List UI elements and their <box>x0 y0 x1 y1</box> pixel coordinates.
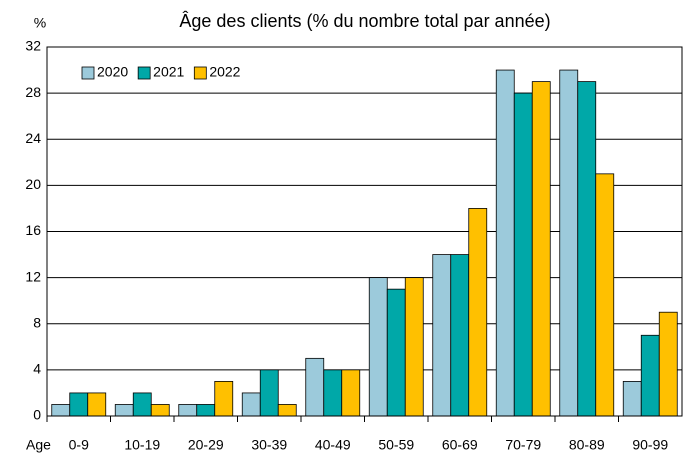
y-tick-label: 24 <box>25 130 41 146</box>
bar <box>305 357 325 417</box>
bar <box>69 392 89 417</box>
legend-label: 2022 <box>209 64 240 80</box>
bar <box>559 69 579 417</box>
bar <box>341 369 361 417</box>
bar <box>196 404 216 417</box>
bar <box>450 254 470 417</box>
x-tick-label: 20-29 <box>188 437 224 453</box>
bar <box>259 369 279 417</box>
bar <box>214 381 234 417</box>
y-tick-label: 20 <box>25 176 41 192</box>
chart-title: Âge des clients (% du nombre total par a… <box>179 11 550 31</box>
legend-swatch <box>193 66 207 80</box>
bar <box>577 81 597 417</box>
y-axis-label: % <box>34 15 46 31</box>
y-tick-label: 16 <box>25 222 41 238</box>
bar <box>386 288 406 417</box>
y-tick-label: 32 <box>25 38 41 54</box>
bar <box>531 81 551 417</box>
bar <box>178 404 198 417</box>
x-tick-label: 80-89 <box>569 437 605 453</box>
y-tick-label: 8 <box>33 314 41 330</box>
x-axis-label: Age <box>26 437 51 453</box>
bar <box>241 392 261 417</box>
x-tick-label: 10-19 <box>124 437 160 453</box>
bar <box>595 173 615 417</box>
bar <box>622 381 642 417</box>
y-tick-label: 12 <box>25 268 41 284</box>
bar <box>51 404 71 417</box>
bar <box>404 277 424 417</box>
bar <box>368 277 388 417</box>
bar <box>658 311 678 417</box>
x-tick-label: 60-69 <box>442 437 478 453</box>
bar <box>87 392 107 417</box>
x-tick-label: 30-39 <box>251 437 287 453</box>
bar <box>432 254 452 417</box>
plot-border <box>46 46 683 417</box>
bar <box>114 404 134 417</box>
legend-swatch <box>137 66 151 80</box>
bar <box>640 334 660 417</box>
y-tick-label: 4 <box>33 361 41 377</box>
bar <box>495 69 515 417</box>
x-tick-label: 50-59 <box>378 437 414 453</box>
x-tick-label: 0-9 <box>69 437 89 453</box>
bar <box>323 369 343 417</box>
legend-swatch <box>81 66 95 80</box>
y-tick-label: 28 <box>25 84 41 100</box>
x-tick-label: 90-99 <box>632 437 668 453</box>
x-tick-label: 40-49 <box>315 437 351 453</box>
bar <box>132 392 152 417</box>
legend-label: 2020 <box>97 64 128 80</box>
bar <box>513 92 533 417</box>
bar <box>277 404 297 417</box>
bar <box>150 404 170 417</box>
y-tick-label: 0 <box>33 407 41 423</box>
legend-label: 2021 <box>153 64 184 80</box>
bar <box>468 208 488 417</box>
x-tick-label: 70-79 <box>505 437 541 453</box>
